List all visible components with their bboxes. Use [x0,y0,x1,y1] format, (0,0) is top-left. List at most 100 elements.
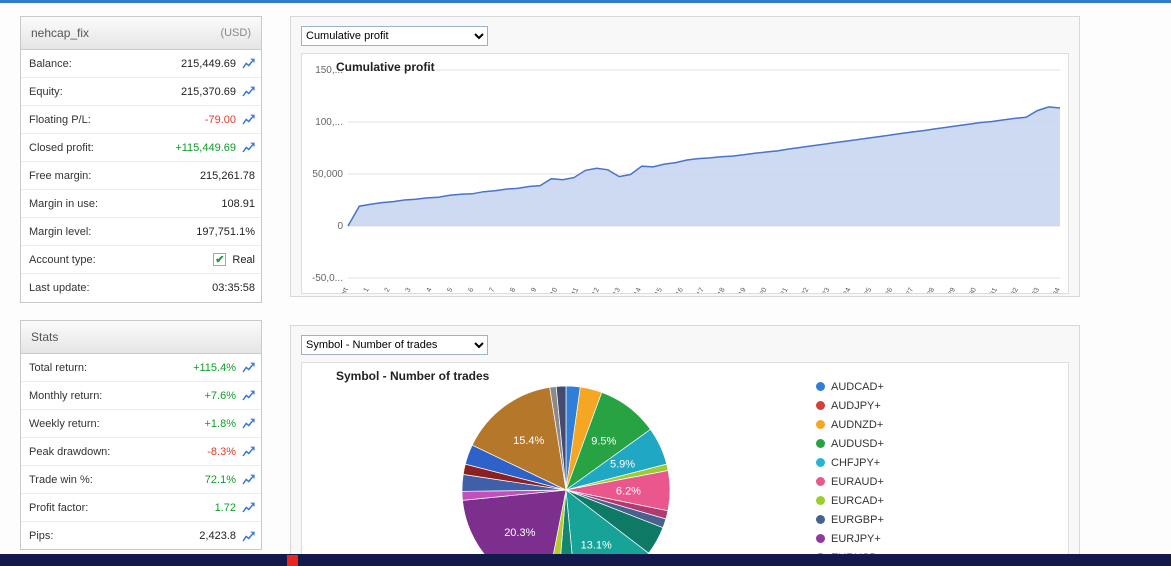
pie-chart-select[interactable]: Symbol - Number of trades [301,335,488,355]
bottom-taskbar [0,554,1171,566]
legend-dot [816,515,825,524]
chart-icon[interactable] [242,142,255,153]
pie-slice[interactable] [558,489,576,566]
stat-row: Margin level: 197,751.1% [21,218,261,246]
row-label: Balance: [29,57,72,70]
y-tick-label: 100,... [315,117,343,128]
row-label: Last update: [29,282,90,294]
taskbar-red-icon[interactable] [287,555,298,566]
legend-dot [816,401,825,410]
row-value: 215,370.69 [180,85,236,98]
real-check-icon[interactable]: ✔ [213,253,227,266]
legend-dot [816,477,825,486]
x-tick-label: 9 [530,287,538,294]
x-tick-label: 30 [968,287,978,294]
legend-label: AUDCAD+ [831,380,884,393]
chart-icon[interactable] [242,446,255,457]
pie-slice[interactable] [555,385,567,491]
profit-chart-select[interactable]: Cumulative profit [301,26,488,46]
cumulative-profit-panel: Cumulative profit Cumulative profit 150,… [290,16,1080,297]
x-tick-label: 34 [1052,287,1062,294]
legend-label: EURCAD+ [831,494,884,507]
row-value: +115.4% [193,361,236,374]
row-label: Free margin: [29,169,92,182]
pie-slice-label: 5.9% [610,459,635,471]
row-label: Trade win %: [29,473,93,486]
stat-row: Profit factor: 1.72 [21,494,261,522]
x-tick-label: 7 [488,287,496,294]
legend-dot [816,458,825,467]
legend-item[interactable]: EURAUD+ [816,472,884,491]
legend-item[interactable]: AUDCAD+ [816,377,884,396]
legend-label: AUDJPY+ [831,399,881,412]
chart-icon[interactable] [242,58,255,69]
chart-icon[interactable] [242,502,255,513]
x-tick-label: 26 [885,287,895,294]
row-value: 72.1% [204,473,236,486]
row-label: Pips: [29,530,54,542]
legend-dot [816,420,825,429]
legend-label: EURJPY+ [831,532,881,545]
x-tick-label: 23 [822,287,832,294]
symbol-trades-chart-title: Symbol - Number of trades [336,369,490,383]
chart-icon[interactable] [242,86,255,97]
legend-item[interactable]: EURJPY+ [816,529,884,548]
row-label: Floating P/L: [29,113,91,126]
x-tick-label: 15 [654,287,664,294]
row-label: Closed profit: [29,141,94,154]
row-value: 215,449.69 [180,57,236,70]
pie-legend: AUDCAD+ AUDJPY+ AUDNZD+ AUDUSD+ CHFJPY+ EURAU… [816,377,884,566]
symbol-trades-chart: Symbol - Number of trades 9.5% 5.9% 6.2% 13… [301,362,1069,566]
row-label: Profit factor: [29,501,89,514]
chart-icon[interactable] [242,474,255,485]
account-currency: (USD) [220,27,251,39]
legend-label: EURGBP+ [831,513,884,526]
row-value: 03:35:58 [212,282,255,294]
chart-icon[interactable] [242,531,255,542]
x-tick-label: 16 [675,287,685,294]
account-panel-header: nehcap_fix (USD) [21,17,261,50]
cumulative-profit-chart-title: Cumulative profit [336,60,435,74]
chart-icon[interactable] [242,114,255,125]
stat-row: Total return: +115.4% [21,354,261,382]
legend-item[interactable]: CHFJPY+ [816,453,884,472]
x-tick-label: 19 [738,287,748,294]
legend-item[interactable]: EURCAD+ [816,491,884,510]
stat-row: Balance: 215,449.69 [21,50,261,78]
chart-icon[interactable] [242,390,255,401]
pie-slice-label: 15.4% [513,435,544,447]
y-tick-label: 0 [337,221,343,232]
stats-panel-header: Stats [21,321,261,354]
x-tick-label: 3 [405,287,413,294]
area-series [348,106,1060,226]
chart-icon[interactable] [242,362,255,373]
x-tick-label: 8 [509,287,517,294]
x-tick-label: 33 [1031,287,1041,294]
row-value: Real [232,253,255,266]
legend-item[interactable]: AUDUSD+ [816,434,884,453]
y-tick-label: 50,000 [312,169,343,180]
stat-row: Weekly return: +1.8% [21,410,261,438]
x-tick-label: 31 [989,287,999,294]
pie-slice[interactable] [471,386,567,491]
legend-label: EURAUD+ [831,475,884,488]
row-label: Margin level: [29,225,92,238]
x-tick-label: 5 [447,287,455,294]
pie-slice-label: 20.3% [504,527,535,539]
y-tick-label: -50,0... [312,273,343,284]
chart-icon[interactable] [242,418,255,429]
row-label: Margin in use: [29,197,99,210]
legend-item[interactable]: AUDJPY+ [816,396,884,415]
legend-item[interactable]: AUDNZD+ [816,415,884,434]
stat-row: Trade win %: 72.1% [21,466,261,494]
legend-item[interactable]: EURGBP+ [816,510,884,529]
x-tick-label: 25 [864,287,874,294]
x-tick-label: 28 [927,287,937,294]
row-value: +7.6% [204,389,237,402]
x-tick-label: 17 [696,287,706,294]
x-tick-label: 12 [591,287,601,294]
row-value: +1.8% [204,417,237,430]
symbol-trades-pie: 9.5% 5.9% 6.2% 13.1% 20.3% 15.4% [461,385,671,566]
stat-row: Floating P/L: -79.00 [21,106,261,134]
